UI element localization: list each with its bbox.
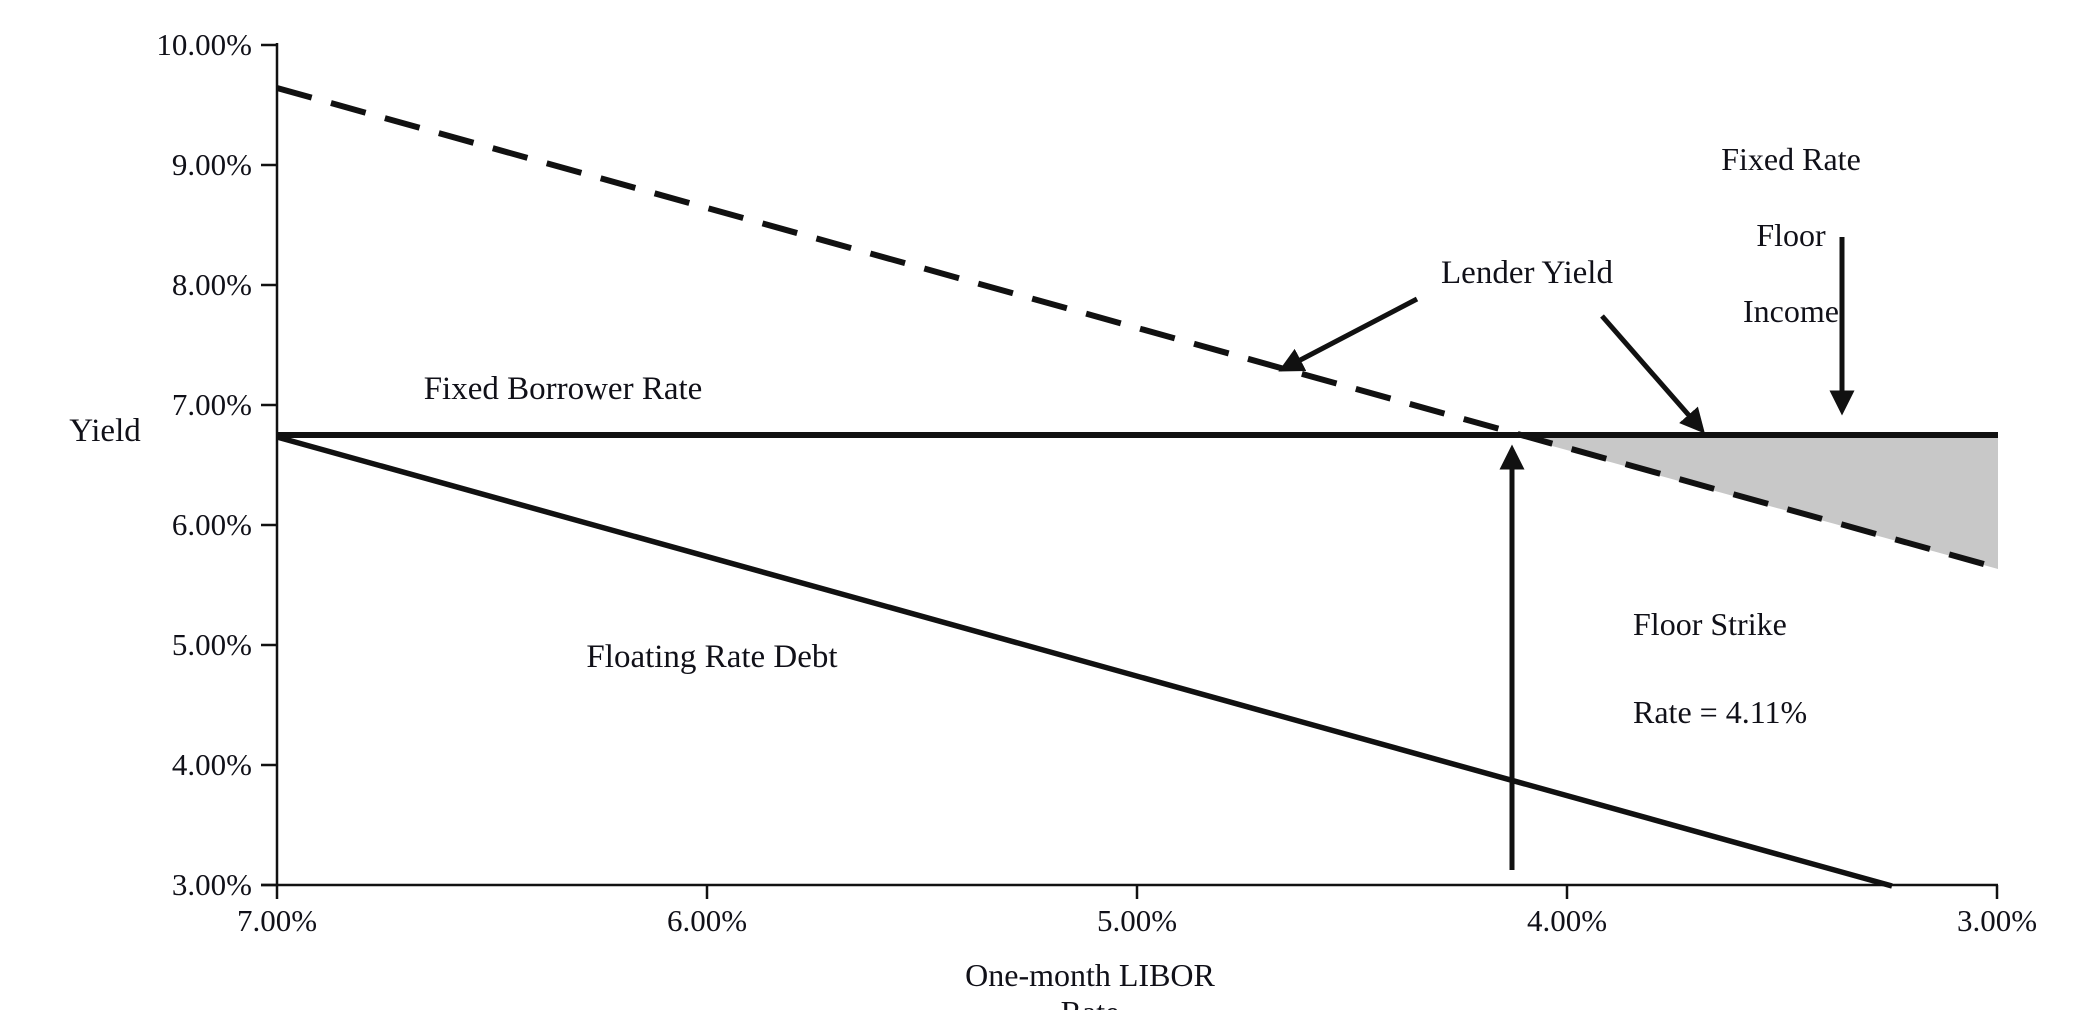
y-tick-label: 5.00% [171, 627, 252, 662]
floor-strike-label-line2: Rate = 4.11% [1633, 694, 1808, 730]
x-tick-label: 7.00% [236, 903, 318, 938]
x-tick-marks [705, 885, 1999, 899]
y-tick-marks [261, 43, 277, 887]
y-tick-label: 10.00% [156, 27, 252, 62]
floor-strike-label-line1: Floor Strike [1633, 606, 1787, 642]
y-tick-label: 6.00% [171, 507, 252, 542]
fixed-borrower-rate-label: Fixed Borrower Rate [423, 371, 703, 407]
y-tick-label: 8.00% [171, 267, 252, 302]
lender-yield-left-arrow [1278, 296, 1419, 372]
floating-rate-debt-line [276, 434, 1893, 889]
x-tick-label: 3.00% [1956, 903, 2038, 938]
lender-yield-dashed-line [276, 85, 1999, 571]
floor-income-label-line3: Income [1743, 293, 1839, 329]
floor-income-label-line1: Fixed Rate [1721, 141, 1861, 177]
floating-rate-debt-label: Floating Rate Debt [586, 639, 838, 675]
y-axis-title: Yield [69, 413, 141, 449]
lender-yield-right-arrow [1600, 314, 1705, 434]
x-axis-title: One-month LIBOR Rate [965, 957, 1215, 1010]
lender-yield-label: Lender Yield [1441, 255, 1613, 291]
x-tick-label: 4.00% [1526, 903, 1608, 938]
y-tick-label: 3.00% [171, 867, 252, 902]
floor-income-label-line2: Floor [1756, 217, 1826, 253]
x-tick-label: 5.00% [1096, 903, 1178, 938]
y-tick-label: 9.00% [171, 147, 252, 182]
y-tick-label: 4.00% [171, 747, 252, 782]
fixed-rate-floor-income-label: Fixed Rate Floor Income [1691, 102, 1891, 330]
floor-strike-label: Floor Strike Rate = 4.11% [1633, 558, 1913, 734]
y-tick-label: 7.00% [171, 387, 252, 422]
x-tick-label: 6.00% [666, 903, 748, 938]
